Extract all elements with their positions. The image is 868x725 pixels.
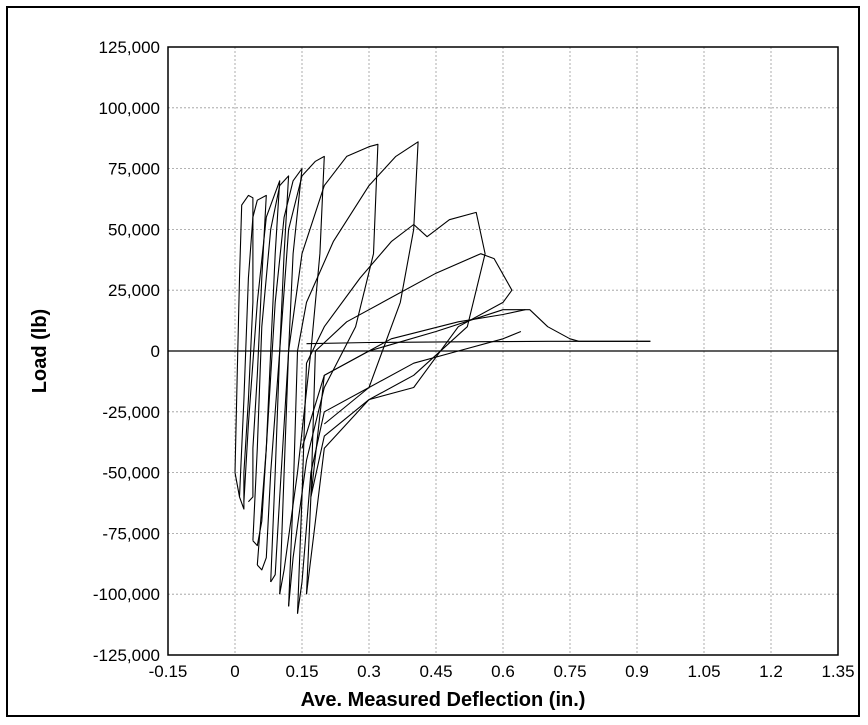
hysteresis-loop-7 xyxy=(279,143,379,607)
y-tick-label: -50,000 xyxy=(102,464,160,483)
hysteresis-loop-9 xyxy=(296,211,486,614)
hysteresis-loop-10 xyxy=(305,253,513,595)
hysteresis-loop-4 xyxy=(252,175,290,571)
y-tick-label: 100,000 xyxy=(99,99,160,118)
y-tick-label: 25,000 xyxy=(108,281,160,300)
x-tick-label: 1.2 xyxy=(759,662,783,681)
hysteresis-loop-3 xyxy=(243,180,281,547)
x-tick-label: 0.15 xyxy=(285,662,318,681)
x-tick-label: 0.75 xyxy=(553,662,586,681)
y-tick-label: 0 xyxy=(151,342,160,361)
y-tick-label: -100,000 xyxy=(93,585,160,604)
hysteresis-loop-11 xyxy=(310,309,651,497)
hysteresis-loop-2 xyxy=(238,194,267,503)
x-tick-label: 1.35 xyxy=(821,662,854,681)
hysteresis-loop-6 xyxy=(270,155,325,595)
x-axis-ticks: -0.15 0 0.15 0.3 0.45 0.6 0.75 0.9 1.05 1.2 1.35 xyxy=(149,662,855,681)
hysteresis-loop-13 xyxy=(323,330,522,425)
hysteresis-loop-12 xyxy=(301,309,526,449)
hysteresis-loop-1 xyxy=(234,194,254,510)
y-tick-label: -125,000 xyxy=(93,646,160,665)
x-tick-label: 0.6 xyxy=(491,662,515,681)
hysteresis-loop-14 xyxy=(306,340,651,345)
x-tick-label: 0.9 xyxy=(625,662,649,681)
plot-area-border xyxy=(167,46,839,656)
y-tick-label: 75,000 xyxy=(108,160,160,179)
x-tick-label: -0.15 xyxy=(149,662,188,681)
grid xyxy=(167,46,839,656)
x-tick-label: 0 xyxy=(230,662,239,681)
x-axis-title: Ave. Measured Deflection (in.) xyxy=(301,689,586,711)
x-tick-label: 1.05 xyxy=(687,662,720,681)
y-tick-label: 50,000 xyxy=(108,220,160,239)
y-axis-title: Load (lb) xyxy=(29,309,51,393)
y-axis-ticks: 125,000 100,000 75,000 50,000 25,000 0 -25,000… xyxy=(93,38,160,665)
series-layer xyxy=(234,141,651,614)
hysteresis-loop-5 xyxy=(256,168,303,583)
x-tick-label: 0.3 xyxy=(357,662,381,681)
y-tick-label: -75,000 xyxy=(102,524,160,543)
y-tick-label: 125,000 xyxy=(99,38,160,57)
x-tick-label: 0.45 xyxy=(419,662,452,681)
y-tick-label: -25,000 xyxy=(102,403,160,422)
